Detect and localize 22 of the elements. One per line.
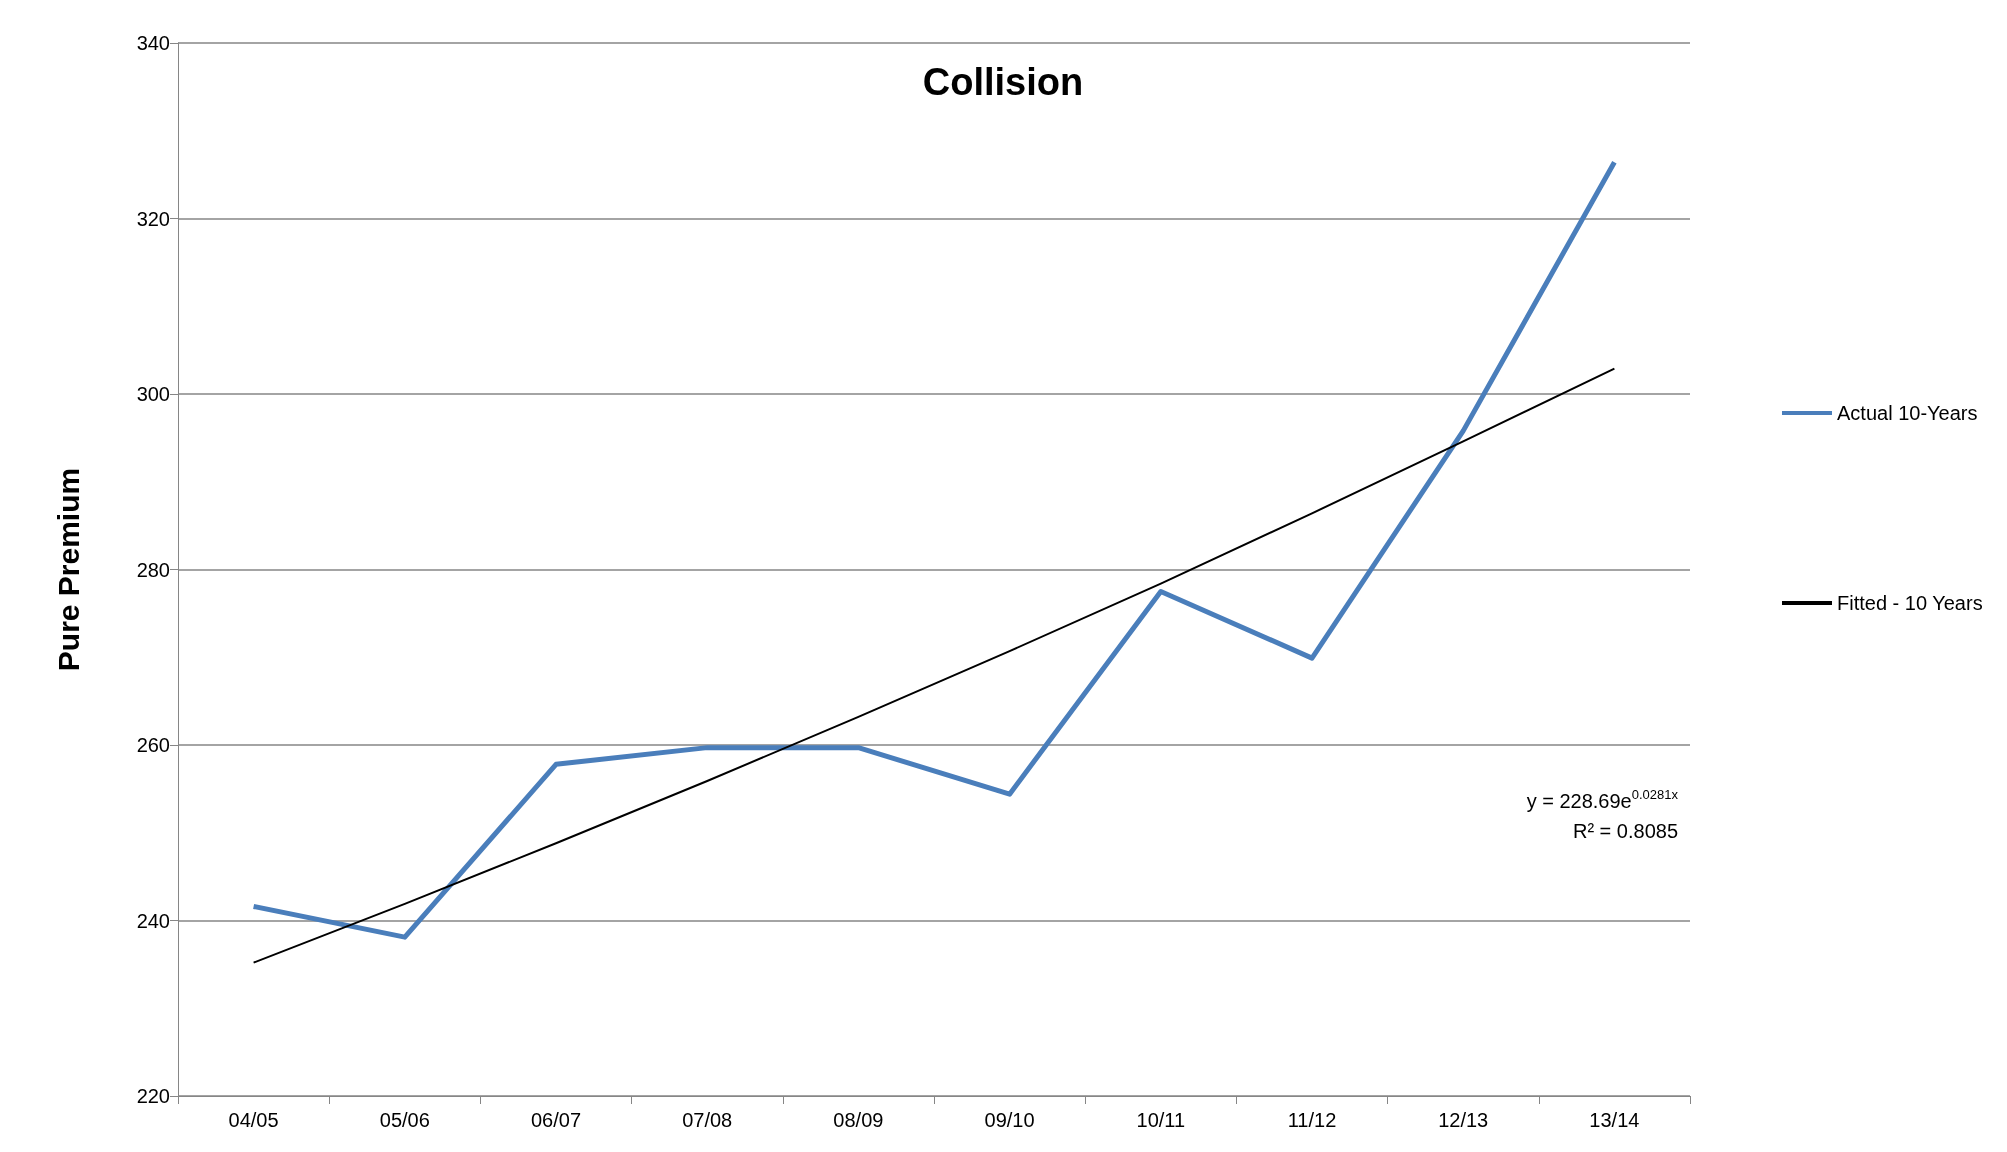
y-axis-title: Pure Premium: [51, 467, 85, 672]
x-tick-label: 13/14: [1589, 1109, 1640, 1131]
x-tick-label: 08/09: [833, 1109, 884, 1131]
x-tick-label: 05/06: [379, 1109, 430, 1131]
y-tick-label: 240: [136, 909, 170, 932]
legend-label: Actual 10-Years: [1836, 402, 1978, 424]
y-tick-label: 340: [136, 32, 170, 54]
y-tick-label: 300: [136, 383, 170, 405]
x-tick-label: 04/05: [228, 1109, 279, 1131]
text: Collision: [922, 61, 1084, 103]
annotation: R² = 0.8085: [1572, 820, 1679, 842]
y-tick-label: 260: [136, 734, 170, 756]
legend-label: Fitted - 10 Years: [1836, 592, 1983, 614]
x-tick-label: 06/07: [530, 1109, 582, 1131]
x-tick-label: 10/11: [1136, 1109, 1186, 1131]
x-tick-label: 11/12: [1287, 1109, 1337, 1131]
x-tick-label: 07/08: [682, 1109, 733, 1131]
x-tick-label: 12/13: [1438, 1109, 1489, 1131]
y-tick-label: 320: [136, 207, 170, 230]
x-tick-label: 09/10: [984, 1109, 1035, 1131]
y-tick-label: 280: [136, 558, 170, 581]
y-tick-label: 220: [136, 1085, 170, 1107]
